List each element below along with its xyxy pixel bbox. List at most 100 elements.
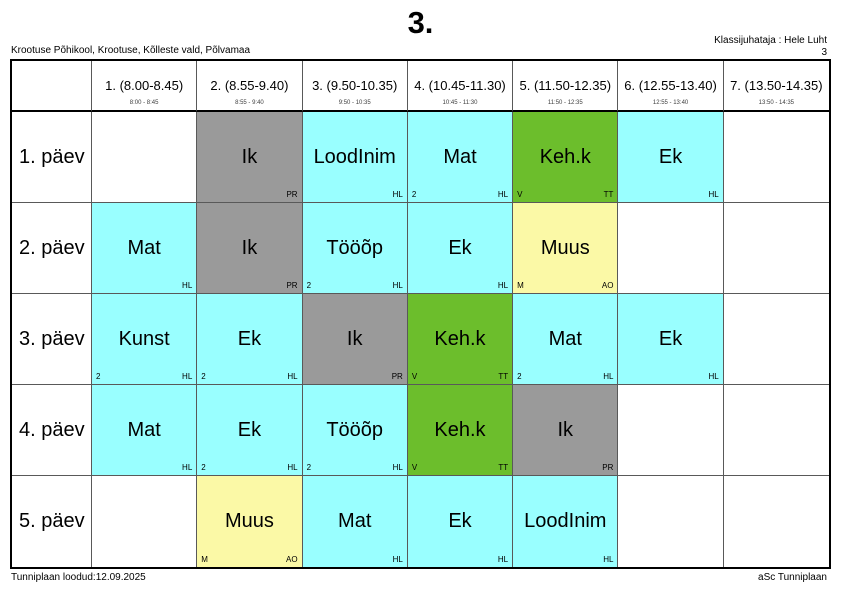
lesson-cell: Mat 2 HL <box>407 112 514 203</box>
period-header-3: 3. (9.50-10.35) 9:50 - 10:35 <box>302 61 408 112</box>
period-header-1: 1. (8.00-8.45) 8:00 - 8:45 <box>92 61 198 112</box>
teacher-label: HL <box>603 555 614 564</box>
teacher-label: PR <box>286 190 298 199</box>
teacher-label: HL <box>182 372 193 381</box>
group-label: 2 <box>96 372 101 381</box>
teacher-label: TT <box>498 463 509 472</box>
subject-label: Ek <box>237 327 262 350</box>
lesson-cell: Keh.k V TT <box>407 294 514 385</box>
period-time-small: 8:00 - 8:45 <box>129 100 159 106</box>
teacher-label: AO <box>286 555 298 564</box>
period-header-6: 6. (12.55-13.40) 12:55 - 13:40 <box>618 61 724 112</box>
teacher-label: PR <box>602 463 614 472</box>
teacher-label: HL <box>497 281 509 290</box>
lesson-cell: Ek HL <box>618 294 724 385</box>
period-label: 6. (12.55-13.40) <box>624 78 717 93</box>
teacher-label: HL <box>287 372 298 381</box>
day-label-cell: 4. päev <box>12 385 92 476</box>
class-number: 3 <box>821 47 827 58</box>
lesson-cell: Kunst 2 HL <box>92 294 198 385</box>
lesson-cell: Ik PR <box>197 112 303 203</box>
group-label: 2 <box>411 190 417 199</box>
teacher-label: HL <box>603 372 614 381</box>
lesson-cell <box>723 476 829 567</box>
lesson-cell: Muus M AO <box>197 476 303 567</box>
group-label: 2 <box>201 372 206 381</box>
lesson-cell: Ek 2 HL <box>197 385 303 476</box>
subject-label: Ek <box>448 236 472 259</box>
lesson-cell: Mat HL <box>302 476 408 567</box>
lesson-cell <box>92 476 198 567</box>
lesson-cell: Tööõp 2 HL <box>302 203 408 294</box>
teacher-label: HL <box>392 190 403 199</box>
created-date: Tunniplaan loodud:12.09.2025 <box>11 572 146 583</box>
group-label: V <box>517 190 523 199</box>
school-name: Krootuse Põhikool, Krootuse, Kõlleste va… <box>11 45 251 56</box>
day-label-cell: 5. päev <box>12 476 92 567</box>
group-label: V <box>411 372 418 381</box>
period-header-4: 4. (10.45-11.30) 10:45 - 11:30 <box>407 61 514 112</box>
teacher-label: HL <box>392 555 403 564</box>
subject-label: Muus <box>224 510 274 532</box>
timetable-grid: 1. (8.00-8.45) 8:00 - 8:45 2. (8.55-9.40)… <box>10 59 831 569</box>
subject-label: Muus <box>540 236 590 259</box>
page-title: 3. <box>407 5 434 40</box>
day-label: 4. päev <box>19 418 85 441</box>
period-label: 7. (13.50-14.35) <box>730 78 823 93</box>
lesson-cell: Ik PR <box>302 294 408 385</box>
subject-label: Ik <box>346 327 363 350</box>
lesson-cell: LoodInim HL <box>302 112 408 203</box>
lesson-cell: Keh.k V TT <box>513 112 619 203</box>
teacher-label: TT <box>603 190 614 199</box>
subject-label: LoodInim <box>313 145 396 168</box>
lesson-cell: Ek HL <box>407 476 514 567</box>
lesson-cell: Ik PR <box>513 385 619 476</box>
lesson-cell <box>723 294 829 385</box>
teacher-label: PR <box>391 372 403 381</box>
subject-label: Mat <box>127 418 161 441</box>
group-label: M <box>517 281 524 290</box>
period-header-5: 5. (11.50-12.35) 11:50 - 12:35 <box>513 61 619 112</box>
teacher-label: HL <box>182 463 193 472</box>
period-time-small: 8:55 - 9:40 <box>235 100 264 106</box>
subject-label: Keh.k <box>539 145 591 168</box>
group-label: M <box>201 555 208 564</box>
app-name: aSc Tunniplaan <box>758 572 827 583</box>
lesson-cell: Tööõp 2 HL <box>302 385 408 476</box>
teacher-label: HL <box>392 463 403 472</box>
subject-label: Ek <box>658 145 683 168</box>
period-label: 1. (8.00-8.45) <box>105 78 184 93</box>
subject-label: Tööõp <box>326 236 384 259</box>
teacher-label: HL <box>708 372 719 381</box>
day-label-cell: 2. päev <box>12 203 92 294</box>
subject-label: Mat <box>548 327 582 350</box>
period-time-small: 12:55 - 13:40 <box>652 100 689 106</box>
subject-label: Kunst <box>118 327 170 350</box>
subject-label: Ik <box>557 418 574 441</box>
teacher-label: HL <box>287 463 298 472</box>
day-label-cell: 3. päev <box>12 294 92 385</box>
subject-label: Ek <box>448 510 472 532</box>
subject-label: Mat <box>443 145 477 168</box>
lesson-cell: Ek HL <box>618 112 724 203</box>
teacher-label: HL <box>497 190 509 199</box>
period-label: 3. (9.50-10.35) <box>312 78 398 93</box>
period-label: 4. (10.45-11.30) <box>414 78 506 93</box>
class-teacher: Klassijuhataja : Hele Luht <box>714 35 827 46</box>
period-time-small: 10:45 - 11:30 <box>442 100 478 106</box>
subject-label: Keh.k <box>434 327 486 350</box>
corner-cell <box>12 61 92 112</box>
lesson-cell: LoodInim HL <box>513 476 619 567</box>
teacher-label: PR <box>286 281 298 290</box>
lesson-cell: Mat HL <box>92 385 198 476</box>
subject-label: Mat <box>127 236 161 259</box>
period-header-2: 2. (8.55-9.40) 8:55 - 9:40 <box>197 61 303 112</box>
subject-label: Tööõp <box>326 418 384 441</box>
lesson-cell <box>723 203 829 294</box>
subject-label: LoodInim <box>524 510 607 532</box>
lesson-cell <box>92 112 198 203</box>
teacher-label: AO <box>601 281 614 290</box>
teacher-label: TT <box>498 372 509 381</box>
subject-label: Mat <box>338 510 372 532</box>
